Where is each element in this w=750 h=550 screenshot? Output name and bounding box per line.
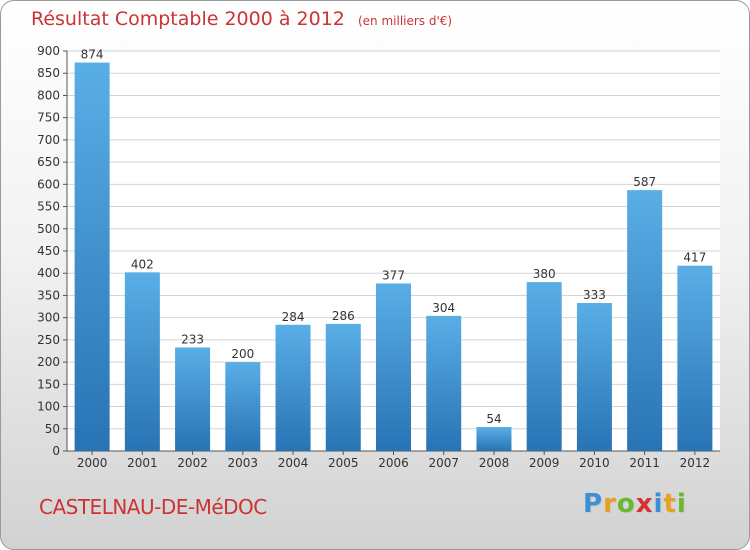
x-tick-label: 2006 <box>378 456 409 470</box>
x-tick-label: 2000 <box>77 456 108 470</box>
y-tick-label: 200 <box>37 355 60 369</box>
bar <box>74 62 110 452</box>
title-block: Résultat Comptable 2000 à 2012 (en milli… <box>31 8 452 30</box>
bar <box>325 323 361 451</box>
x-tick-label: 2009 <box>529 456 560 470</box>
y-tick-label: 850 <box>37 66 60 80</box>
x-tick-label: 2012 <box>680 456 711 470</box>
y-tick-label: 350 <box>37 288 60 302</box>
bar <box>225 362 261 451</box>
data-label: 587 <box>633 175 656 189</box>
x-tick-label: 2010 <box>579 456 610 470</box>
data-label: 286 <box>332 309 355 323</box>
bar <box>576 303 612 451</box>
y-tick-label: 700 <box>37 133 60 147</box>
proxiti-logo[interactable]: Proxiti <box>583 489 687 519</box>
chart-subtitle: (en milliers d'€) <box>357 14 453 28</box>
bar <box>677 265 713 451</box>
x-tick-label: 2002 <box>177 456 208 470</box>
y-tick-label: 150 <box>37 377 60 391</box>
logo-letter: i <box>676 489 687 519</box>
x-tick-label: 2007 <box>428 456 459 470</box>
bar <box>124 272 160 451</box>
chart-title: Résultat Comptable 2000 à 2012 <box>31 8 345 30</box>
logo-letter: x <box>635 489 654 519</box>
y-tick-label: 400 <box>37 266 60 280</box>
bar <box>627 190 663 451</box>
y-tick-label: 250 <box>37 333 60 347</box>
data-label: 54 <box>486 412 501 426</box>
data-label: 200 <box>231 347 254 361</box>
y-tick-label: 100 <box>37 400 60 414</box>
y-tick-label: 900 <box>37 44 60 58</box>
data-label: 874 <box>81 48 104 62</box>
bar <box>376 283 411 451</box>
logo-letter: r <box>603 489 617 519</box>
data-label: 380 <box>533 267 556 281</box>
y-tick-label: 300 <box>37 311 60 325</box>
data-label: 233 <box>181 332 204 346</box>
bar <box>426 315 462 451</box>
bar <box>275 324 311 451</box>
y-tick-label: 650 <box>37 155 60 169</box>
data-label: 377 <box>382 268 405 282</box>
logo-letter: P <box>583 489 604 519</box>
data-label: 333 <box>583 288 606 302</box>
bar <box>175 347 211 451</box>
data-label: 304 <box>432 301 455 315</box>
x-tick-label: 2003 <box>228 456 259 470</box>
y-tick-label: 550 <box>37 200 60 214</box>
y-tick-label: 600 <box>37 177 60 191</box>
bar <box>476 427 512 451</box>
logo-letter: i <box>653 489 664 519</box>
logo-letter: t <box>663 489 677 519</box>
y-tick-label: 450 <box>37 244 60 258</box>
data-label: 417 <box>683 251 706 265</box>
y-tick-label: 50 <box>45 422 60 436</box>
place-name: CASTELNAU-DE-MéDOC <box>39 495 267 519</box>
y-tick-label: 750 <box>37 111 60 125</box>
x-tick-label: 2001 <box>127 456 158 470</box>
x-tick-label: 2011 <box>629 456 660 470</box>
y-tick-label: 800 <box>37 88 60 102</box>
logo-letter: o <box>616 489 636 519</box>
bar <box>526 282 562 451</box>
x-tick-label: 2005 <box>328 456 359 470</box>
data-label: 402 <box>131 257 154 271</box>
y-tick-label: 500 <box>37 222 60 236</box>
x-tick-label: 2008 <box>479 456 510 470</box>
y-tick-label: 0 <box>52 444 60 458</box>
x-tick-label: 2004 <box>278 456 309 470</box>
data-label: 284 <box>282 310 305 324</box>
